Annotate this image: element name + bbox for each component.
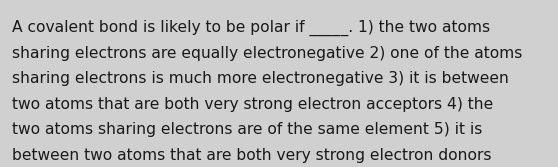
Text: sharing electrons are equally electronegative 2) one of the atoms: sharing electrons are equally electroneg… bbox=[12, 46, 523, 61]
Text: two atoms that are both very strong electron acceptors 4) the: two atoms that are both very strong elec… bbox=[12, 97, 493, 112]
Text: two atoms sharing electrons are of the same element 5) it is: two atoms sharing electrons are of the s… bbox=[12, 122, 483, 137]
Text: between two atoms that are both very strong electron donors: between two atoms that are both very str… bbox=[12, 148, 492, 163]
Text: sharing electrons is much more electronegative 3) it is between: sharing electrons is much more electrone… bbox=[12, 71, 509, 86]
Text: A covalent bond is likely to be polar if _____. 1) the two atoms: A covalent bond is likely to be polar if… bbox=[12, 20, 490, 36]
